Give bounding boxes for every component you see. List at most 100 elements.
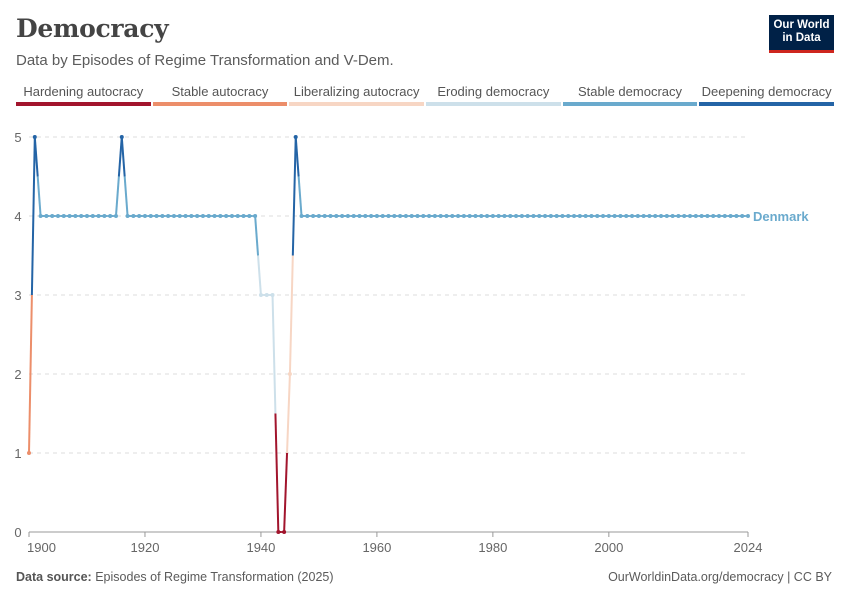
data-point[interactable]	[253, 214, 258, 218]
data-source-text[interactable]: Episodes of Regime Transformation (2025)	[95, 570, 334, 584]
data-point[interactable]	[125, 214, 130, 218]
data-point[interactable]	[345, 214, 350, 218]
data-point[interactable]	[229, 214, 234, 218]
data-point[interactable]	[61, 214, 66, 218]
data-point[interactable]	[119, 135, 124, 139]
data-point[interactable]	[479, 214, 484, 218]
data-point[interactable]	[403, 214, 408, 218]
data-point[interactable]	[746, 214, 750, 218]
data-point[interactable]	[485, 214, 490, 218]
data-point[interactable]	[398, 214, 403, 218]
data-point[interactable]	[647, 214, 652, 218]
data-point[interactable]	[282, 530, 287, 534]
data-point[interactable]	[299, 214, 304, 218]
data-point[interactable]	[728, 214, 733, 218]
data-point[interactable]	[131, 214, 136, 218]
data-point[interactable]	[195, 214, 200, 218]
data-point[interactable]	[490, 214, 495, 218]
data-point[interactable]	[241, 214, 246, 218]
data-point[interactable]	[102, 214, 107, 218]
data-point[interactable]	[502, 214, 507, 218]
legend-item[interactable]: Hardening autocracy	[16, 84, 151, 106]
footer-url[interactable]: OurWorldinData.org/democracy | CC BY	[608, 570, 832, 584]
legend-item[interactable]: Stable autocracy	[152, 84, 288, 106]
data-point[interactable]	[566, 214, 571, 218]
data-point[interactable]	[340, 214, 345, 218]
data-point[interactable]	[659, 214, 664, 218]
data-point[interactable]	[682, 214, 687, 218]
data-point[interactable]	[311, 214, 316, 218]
data-point[interactable]	[554, 214, 559, 218]
data-point[interactable]	[606, 214, 611, 218]
data-point[interactable]	[206, 214, 211, 218]
data-point[interactable]	[572, 214, 577, 218]
data-point[interactable]	[334, 214, 339, 218]
data-point[interactable]	[235, 214, 240, 218]
data-point[interactable]	[166, 214, 171, 218]
data-point[interactable]	[630, 214, 635, 218]
data-point[interactable]	[108, 214, 113, 218]
data-point[interactable]	[519, 214, 524, 218]
data-point[interactable]	[328, 214, 333, 218]
data-point[interactable]	[137, 214, 142, 218]
data-point[interactable]	[699, 214, 704, 218]
data-point[interactable]	[90, 214, 95, 218]
data-point[interactable]	[142, 214, 147, 218]
data-point[interactable]	[624, 214, 629, 218]
data-point[interactable]	[224, 214, 229, 218]
data-point[interactable]	[32, 135, 37, 139]
data-point[interactable]	[415, 214, 420, 218]
data-point[interactable]	[641, 214, 646, 218]
data-point[interactable]	[171, 214, 176, 218]
series-label[interactable]: Denmark	[753, 209, 809, 224]
data-point[interactable]	[212, 214, 217, 218]
data-point[interactable]	[717, 214, 722, 218]
data-point[interactable]	[473, 214, 478, 218]
data-point[interactable]	[496, 214, 501, 218]
data-point[interactable]	[432, 214, 437, 218]
legend-item[interactable]: Liberalizing autocracy	[289, 84, 424, 106]
data-point[interactable]	[740, 214, 745, 218]
data-point[interactable]	[577, 214, 582, 218]
data-point[interactable]	[467, 214, 472, 218]
data-point[interactable]	[450, 214, 455, 218]
data-point[interactable]	[96, 214, 101, 218]
data-point[interactable]	[635, 214, 640, 218]
data-point[interactable]	[711, 214, 716, 218]
data-point[interactable]	[264, 293, 269, 297]
data-point[interactable]	[113, 214, 118, 218]
data-point[interactable]	[583, 214, 588, 218]
data-point[interactable]	[456, 214, 461, 218]
data-point[interactable]	[618, 214, 623, 218]
data-point[interactable]	[79, 214, 84, 218]
data-point[interactable]	[670, 214, 675, 218]
data-point[interactable]	[734, 214, 739, 218]
data-point[interactable]	[200, 214, 205, 218]
data-point[interactable]	[154, 214, 159, 218]
data-point[interactable]	[560, 214, 565, 218]
legend-item[interactable]: Stable democracy	[562, 84, 698, 106]
data-point[interactable]	[160, 214, 165, 218]
data-point[interactable]	[421, 214, 426, 218]
data-point[interactable]	[386, 214, 391, 218]
data-point[interactable]	[508, 214, 513, 218]
data-point[interactable]	[363, 214, 368, 218]
data-point[interactable]	[693, 214, 698, 218]
data-point[interactable]	[589, 214, 594, 218]
data-point[interactable]	[183, 214, 188, 218]
data-point[interactable]	[44, 214, 49, 218]
data-point[interactable]	[514, 214, 519, 218]
data-point[interactable]	[276, 530, 281, 534]
data-point[interactable]	[287, 372, 292, 376]
legend-item[interactable]: Deepening democracy	[699, 84, 834, 106]
data-point[interactable]	[548, 214, 553, 218]
data-point[interactable]	[461, 214, 466, 218]
legend-item[interactable]: Eroding democracy	[426, 84, 561, 106]
data-point[interactable]	[664, 214, 669, 218]
data-point[interactable]	[688, 214, 693, 218]
data-point[interactable]	[50, 214, 55, 218]
data-point[interactable]	[305, 214, 310, 218]
data-point[interactable]	[73, 214, 78, 218]
data-point[interactable]	[55, 214, 60, 218]
data-point[interactable]	[84, 214, 89, 218]
